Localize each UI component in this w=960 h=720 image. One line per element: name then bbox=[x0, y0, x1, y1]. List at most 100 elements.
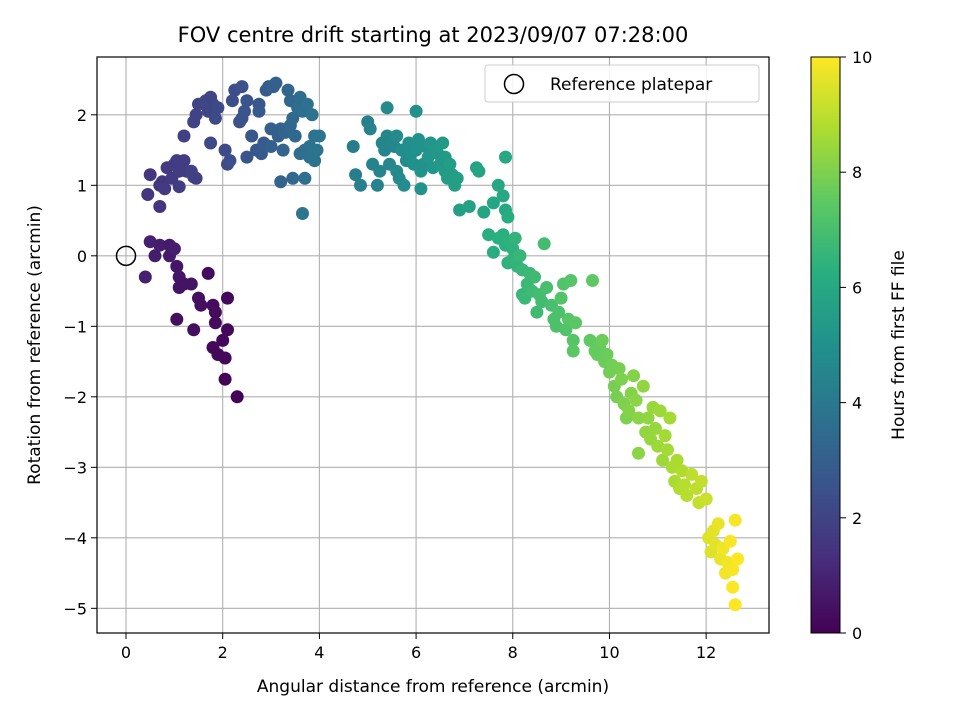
data-point bbox=[305, 108, 319, 122]
grid-lines bbox=[97, 57, 769, 633]
data-point bbox=[240, 150, 254, 164]
data-point bbox=[569, 316, 583, 330]
data-point bbox=[680, 489, 694, 502]
data-point bbox=[208, 305, 222, 319]
data-point bbox=[208, 316, 222, 330]
data-point bbox=[300, 97, 314, 111]
data-point bbox=[462, 200, 476, 213]
data-point bbox=[238, 104, 251, 118]
data-point bbox=[540, 281, 554, 294]
data-point bbox=[281, 83, 295, 97]
data-point bbox=[491, 178, 505, 192]
data-point bbox=[414, 182, 428, 196]
data-point bbox=[254, 147, 268, 161]
data-point bbox=[661, 443, 674, 457]
data-point bbox=[537, 237, 551, 251]
data-point bbox=[218, 372, 232, 386]
data-point bbox=[269, 76, 283, 90]
data-point bbox=[397, 178, 411, 192]
data-point bbox=[286, 171, 300, 185]
data-point bbox=[346, 140, 360, 153]
data-point bbox=[349, 168, 363, 182]
data-point bbox=[189, 171, 203, 185]
data-point bbox=[685, 467, 699, 481]
data-point bbox=[472, 164, 486, 178]
data-point bbox=[218, 351, 232, 365]
colorbar-tick-label: 6 bbox=[852, 278, 862, 297]
data-points bbox=[138, 76, 745, 612]
data-point bbox=[636, 379, 650, 393]
data-point bbox=[586, 274, 599, 287]
x-tick-label: 0 bbox=[121, 643, 131, 662]
data-point bbox=[189, 108, 203, 122]
data-point bbox=[632, 446, 645, 460]
colorbar-tick-label: 2 bbox=[852, 509, 862, 528]
data-point bbox=[204, 136, 218, 150]
data-point bbox=[276, 143, 290, 157]
data-point bbox=[726, 563, 740, 576]
y-tick-label: −1 bbox=[63, 317, 87, 336]
y-tick-label: 0 bbox=[77, 247, 87, 266]
data-point bbox=[172, 180, 186, 194]
data-point bbox=[363, 122, 377, 136]
data-point bbox=[566, 333, 580, 347]
data-point bbox=[728, 598, 742, 612]
data-point bbox=[486, 245, 500, 259]
data-point bbox=[187, 323, 201, 337]
data-point bbox=[141, 188, 155, 201]
data-point bbox=[298, 171, 312, 185]
data-point bbox=[201, 266, 215, 280]
data-point bbox=[501, 210, 515, 224]
x-tick-label: 4 bbox=[314, 643, 324, 662]
data-point bbox=[373, 164, 387, 178]
data-point bbox=[559, 323, 573, 337]
data-point bbox=[496, 189, 510, 203]
colorbar-tick-label: 10 bbox=[852, 48, 872, 67]
data-point bbox=[148, 249, 162, 263]
y-axis-ticks: −5 −4 −3 −2 −1 0 1 2 bbox=[63, 106, 97, 618]
data-point bbox=[726, 580, 740, 594]
data-point bbox=[663, 411, 677, 425]
data-point bbox=[409, 104, 423, 118]
plot-frame bbox=[96, 56, 770, 634]
data-point bbox=[184, 277, 198, 291]
reference-marker-group bbox=[115, 245, 137, 267]
data-point bbox=[177, 154, 191, 168]
data-point bbox=[627, 369, 641, 383]
colorbar-label: Hours from first FF file bbox=[889, 250, 909, 440]
y-axis-label: Rotation from reference (arcmin) bbox=[25, 205, 45, 485]
colorbar-ticks: 0 2 4 6 8 10 bbox=[840, 48, 872, 643]
data-point bbox=[167, 242, 181, 256]
data-point bbox=[288, 129, 302, 143]
data-point bbox=[208, 111, 222, 125]
x-axis-ticks: 0 2 4 6 8 10 12 bbox=[121, 633, 716, 662]
data-point bbox=[670, 453, 684, 467]
data-point bbox=[731, 552, 745, 566]
colorbar: 0 2 4 6 8 10 Hours from first FF file bbox=[810, 48, 909, 643]
data-point bbox=[566, 344, 580, 358]
data-point bbox=[612, 362, 626, 376]
y-tick-label: −5 bbox=[63, 599, 87, 618]
data-point bbox=[370, 178, 384, 192]
data-point bbox=[354, 178, 367, 192]
data-point bbox=[436, 136, 450, 150]
data-point bbox=[728, 513, 742, 527]
data-point bbox=[656, 453, 670, 467]
legend-reference-marker bbox=[503, 73, 525, 95]
y-tick-label: −4 bbox=[63, 529, 87, 548]
data-point bbox=[486, 196, 500, 210]
data-point bbox=[177, 129, 191, 143]
data-point bbox=[699, 492, 713, 506]
data-point bbox=[308, 154, 322, 168]
data-point bbox=[380, 101, 394, 115]
reference-platepar-marker bbox=[115, 245, 137, 267]
data-point bbox=[153, 200, 167, 213]
data-point bbox=[240, 94, 254, 108]
data-point bbox=[648, 422, 662, 435]
data-point bbox=[296, 207, 309, 220]
data-point bbox=[194, 298, 208, 312]
data-point bbox=[221, 323, 234, 337]
chart-title: FOV centre drift starting at 2023/09/07 … bbox=[178, 23, 689, 47]
data-point bbox=[153, 238, 167, 252]
